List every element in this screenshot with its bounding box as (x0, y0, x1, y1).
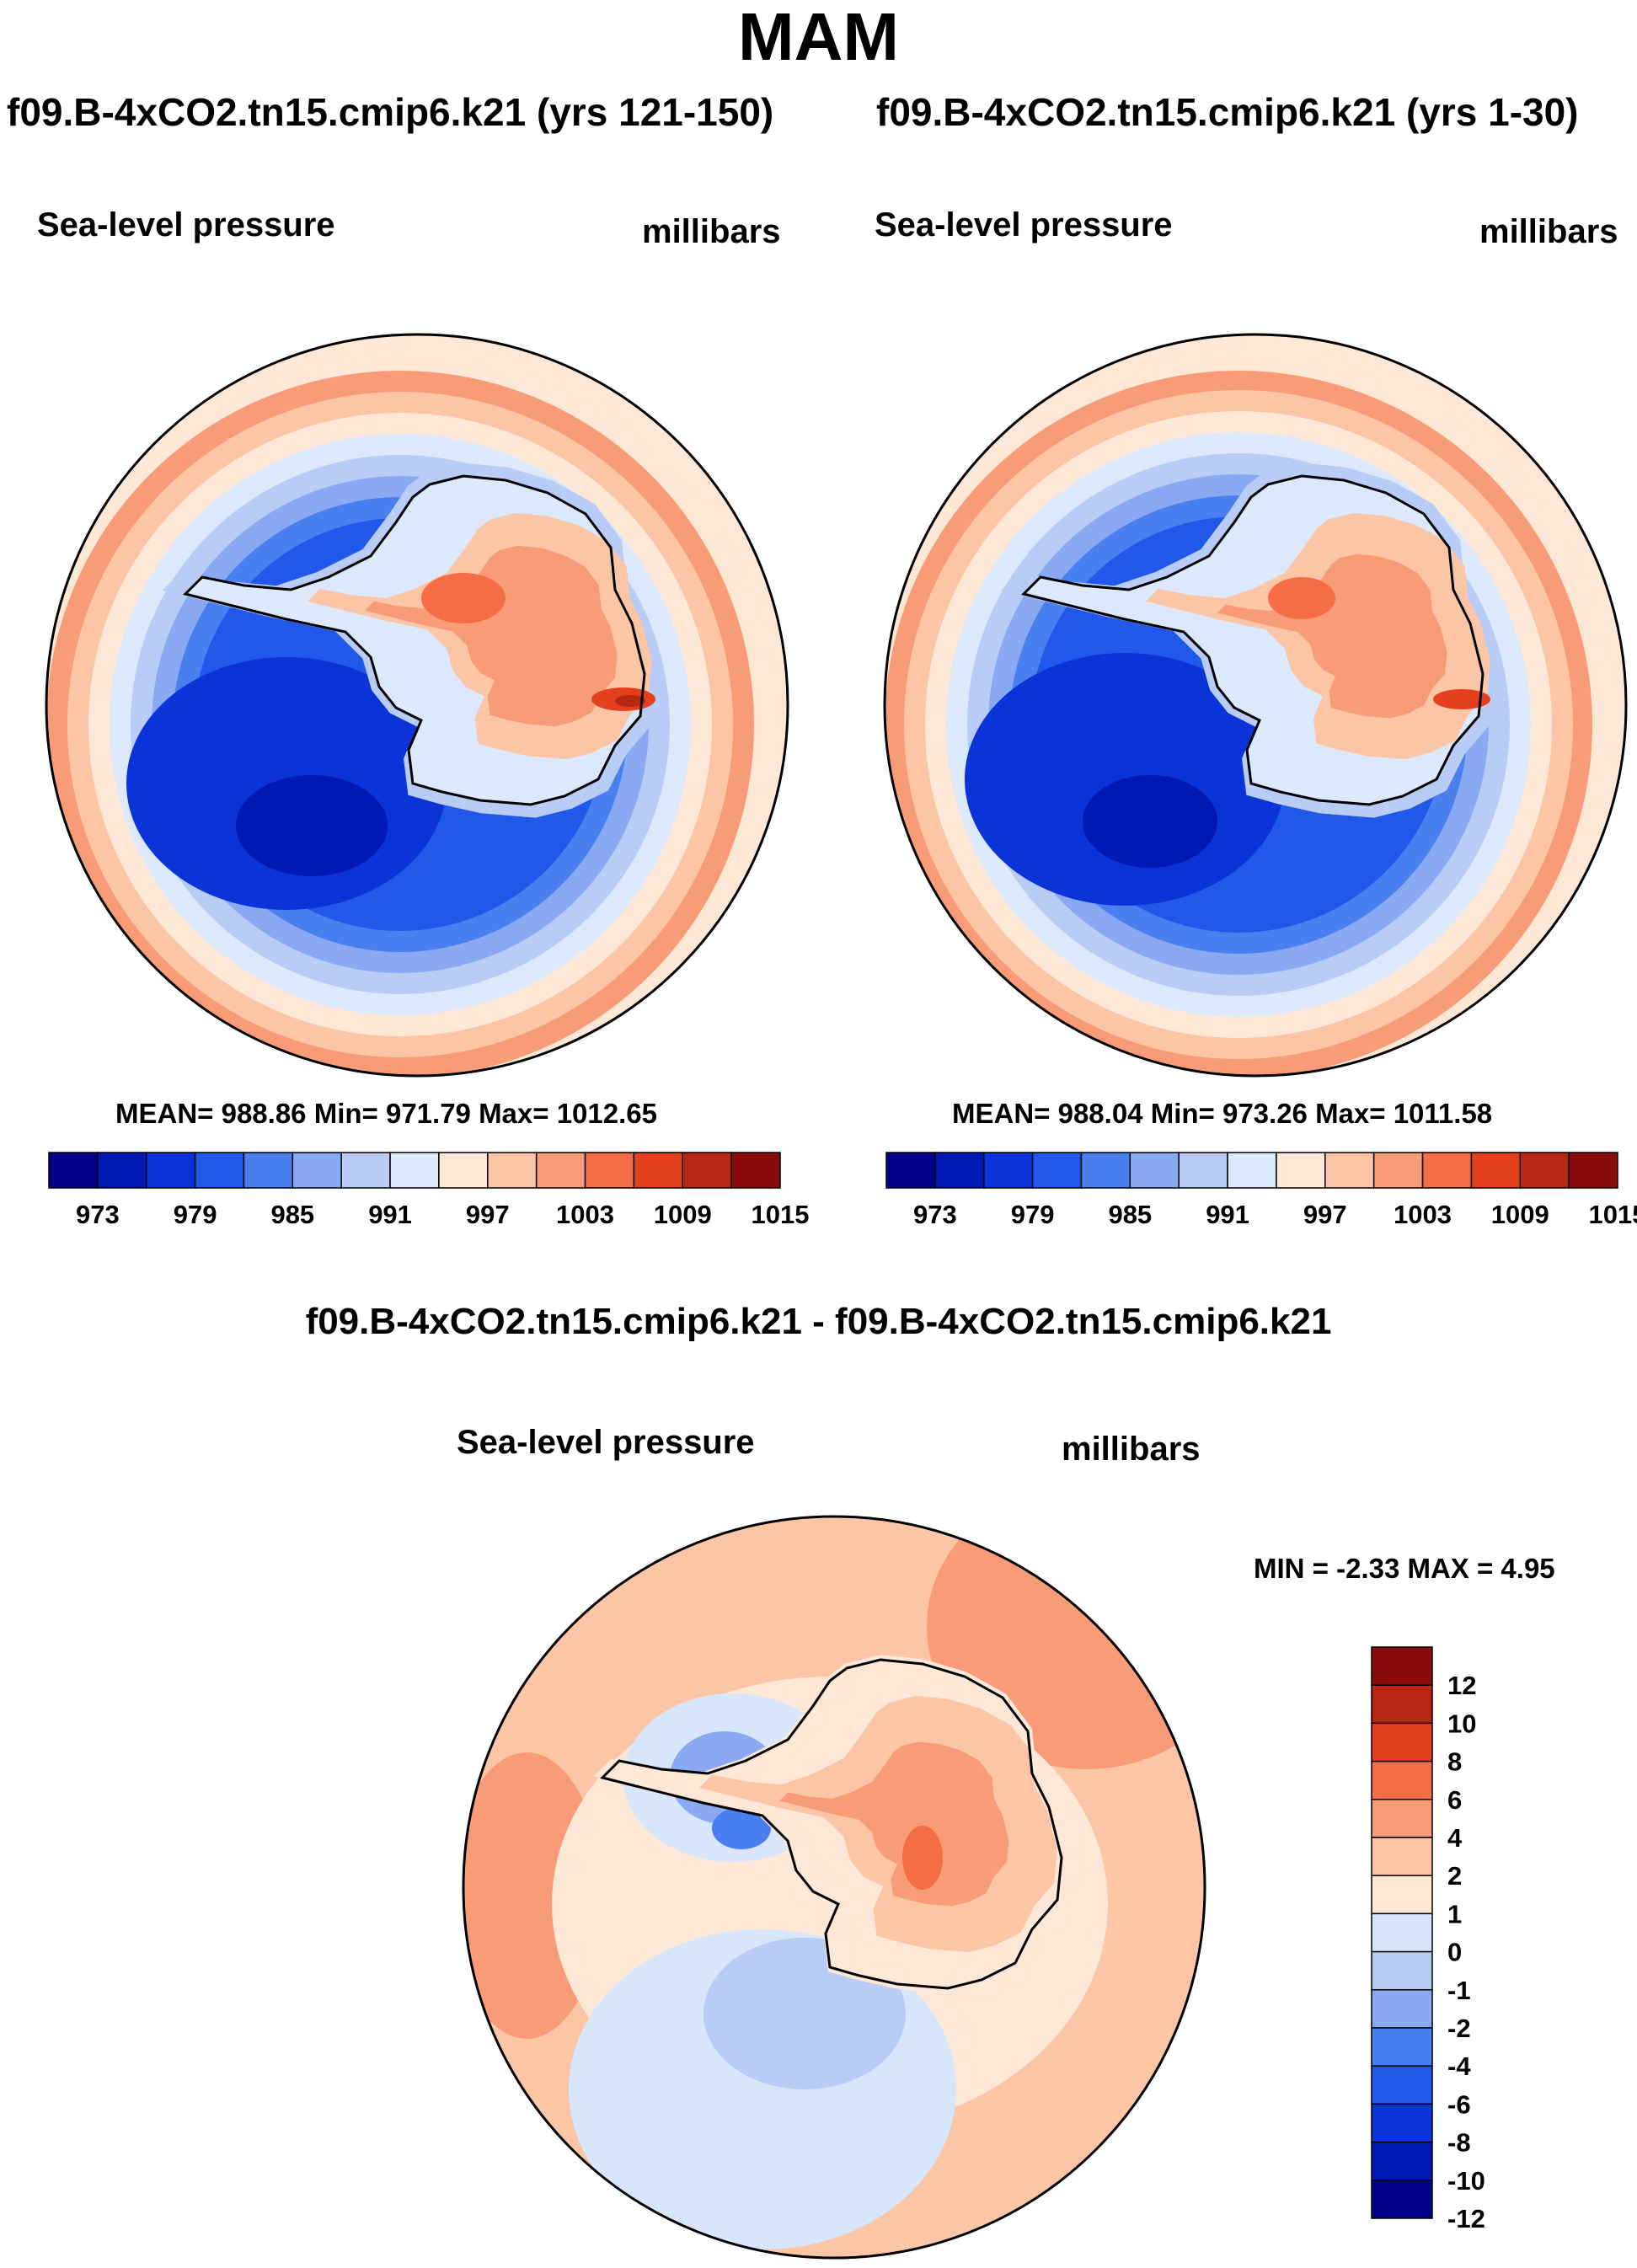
panel3-map (462, 1515, 1206, 2260)
colorbar-swatch (1568, 1152, 1618, 1189)
colorbar-tick-label: 1015 (1589, 1200, 1637, 1229)
panel2-units-label: millibars (1479, 213, 1618, 250)
colorbar-swatch (1371, 1684, 1433, 1725)
colorbar-swatch (1371, 1837, 1433, 1876)
colorbar-swatch (1276, 1152, 1326, 1189)
colorbar-tick-label: 979 (174, 1200, 217, 1229)
colorbar-tick-label: 985 (270, 1200, 314, 1229)
colorbar-swatch (633, 1152, 684, 1189)
colorbar-swatch (97, 1152, 147, 1189)
colorbar-swatch (194, 1152, 245, 1189)
colorbar-swatch (1371, 2103, 1433, 2143)
colorbar-swatch (48, 1152, 99, 1189)
colorbar-swatch (1371, 1989, 1433, 2029)
colorbar-swatch (1178, 1152, 1228, 1189)
colorbar-tick-label: 997 (1303, 1200, 1347, 1229)
colorbar-tick-label: -4 (1447, 2051, 1471, 2081)
colorbar-swatch (487, 1152, 538, 1189)
colorbar-swatch (885, 1152, 936, 1189)
panel3-stats: MIN = -2.33 MAX = 4.95 (1254, 1553, 1555, 1584)
colorbar-tick-label: 991 (368, 1200, 412, 1229)
colorbar-swatch (1372, 1152, 1424, 1189)
page-title: MAM (737, 0, 900, 74)
colorbar-tick-label: -1 (1447, 1976, 1471, 2005)
colorbar-tick-label: 979 (1011, 1200, 1055, 1229)
colorbar-tick-label: 997 (466, 1200, 510, 1229)
colorbar-swatch (1031, 1152, 1083, 1189)
colorbar-swatch (1080, 1152, 1131, 1189)
panel2-title: f09.B-4xCO2.tn15.cmip6.k21 (yrs 1-30) (876, 90, 1579, 134)
colorbar-swatch (584, 1152, 635, 1189)
colorbar-tick-label: 0 (1447, 1938, 1462, 1967)
colorbar-tick-label: 2 (1447, 1861, 1462, 1891)
panel1-units-label: millibars (642, 213, 781, 250)
panel1-variable-label: Sea-level pressure (37, 206, 335, 243)
colorbar-tick-label: 6 (1447, 1785, 1462, 1815)
colorbar-swatch (1371, 1760, 1433, 1800)
colorbar-swatch (1371, 1799, 1433, 1838)
colorbar-tick-label: 1015 (752, 1200, 810, 1229)
panel2-colorbar: 973 979 985 991 997 1003 1009 1015 (885, 1152, 1637, 1229)
colorbar-tick-label: 985 (1108, 1200, 1152, 1229)
colorbar-tick-label: 1009 (654, 1200, 712, 1229)
colorbar-tick-label: -6 (1447, 2089, 1471, 2119)
colorbar-tick-label: 10 (1447, 1709, 1476, 1738)
colorbar-tick-label: 8 (1447, 1747, 1462, 1777)
colorbar-tick-label: -2 (1447, 2014, 1471, 2043)
panel3-variable-label: Sea-level pressure (457, 1424, 755, 1461)
colorbar-swatch (292, 1152, 342, 1189)
panel3-units-label: millibars (1062, 1431, 1201, 1468)
colorbar-swatch (982, 1152, 1034, 1189)
colorbar-tick-label: -12 (1447, 2204, 1485, 2233)
colorbar-swatch (682, 1152, 732, 1189)
panel2-variable-label: Sea-level pressure (875, 206, 1173, 243)
colorbar-tick-label: 991 (1206, 1200, 1249, 1229)
colorbar-swatch (1519, 1152, 1570, 1189)
panel2-stats: MEAN= 988.04 Min= 973.26 Max= 1011.58 (952, 1098, 1493, 1129)
colorbar-swatch (1129, 1152, 1180, 1189)
colorbar-swatch (145, 1152, 196, 1189)
colorbar-tick-label: 973 (913, 1200, 957, 1229)
colorbar-tick-label: 12 (1447, 1671, 1476, 1700)
colorbar-swatch (1371, 1912, 1433, 1953)
colorbar-tick-label: 1009 (1491, 1200, 1549, 1229)
colorbar-swatch (1371, 2141, 1433, 2181)
colorbar-swatch (730, 1152, 781, 1189)
panel1-stats: MEAN= 988.86 Min= 971.79 Max= 1012.65 (115, 1098, 657, 1129)
colorbar-swatch (934, 1152, 985, 1189)
colorbar-tick-label: -10 (1447, 2166, 1485, 2196)
colorbar-swatch (1371, 2027, 1433, 2067)
colorbar-tick-label: 1 (1447, 1899, 1462, 1928)
colorbar-swatch (1227, 1152, 1277, 1189)
colorbar-swatch (1371, 1646, 1433, 1686)
colorbar-swatch (389, 1152, 440, 1189)
panel1-title: f09.B-4xCO2.tn15.cmip6.k21 (yrs 121-150) (7, 90, 774, 134)
colorbar-swatch (438, 1152, 489, 1189)
colorbar-tick-label: -8 (1447, 2128, 1471, 2158)
panel2-map (883, 333, 1628, 1078)
colorbar-swatch (243, 1152, 294, 1189)
colorbar-swatch (1371, 1722, 1433, 1763)
colorbar-swatch (1421, 1152, 1473, 1189)
panel1-map (45, 333, 789, 1078)
colorbar-swatch (1470, 1152, 1522, 1189)
colorbar-swatch (1371, 1875, 1433, 1915)
colorbar-swatch (1324, 1152, 1375, 1189)
colorbar-swatch (1371, 1950, 1433, 1991)
colorbar-swatch (1371, 2065, 1433, 2105)
panel1-colorbar: 973 979 985 991 997 1003 1009 1015 (48, 1152, 810, 1229)
colorbar-swatch (1371, 2180, 1433, 2219)
colorbar-tick-label: 1003 (1394, 1200, 1452, 1229)
colorbar-tick-label: 4 (1447, 1823, 1463, 1853)
colorbar-tick-label: 1003 (556, 1200, 614, 1229)
colorbar-tick-label: 973 (76, 1200, 120, 1229)
panel3-title: f09.B-4xCO2.tn15.cmip6.k21 - f09.B-4xCO2… (305, 1301, 1332, 1342)
colorbar-swatch (535, 1152, 586, 1189)
colorbar-swatch (340, 1152, 391, 1189)
